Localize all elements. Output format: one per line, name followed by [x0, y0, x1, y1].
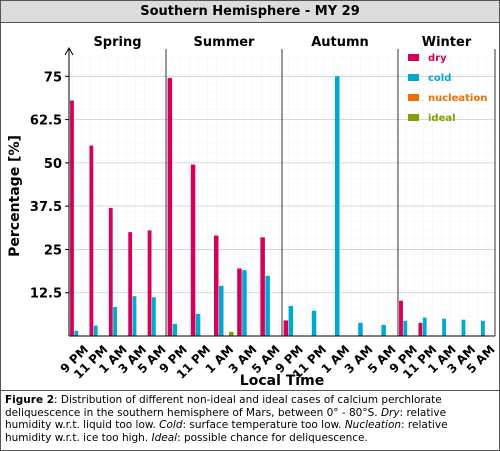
bar	[172, 323, 178, 336]
caption-label: Figure 2	[5, 394, 55, 406]
legend-swatch	[408, 54, 419, 61]
bar	[70, 100, 74, 336]
bar	[151, 297, 156, 336]
bar	[167, 78, 173, 336]
bar	[403, 320, 408, 336]
legend-label: ideal	[428, 113, 456, 124]
caption-text: : possible chance for deliquescence.	[177, 431, 368, 444]
bar	[113, 306, 117, 336]
bar	[89, 145, 94, 336]
legend-label: nucleation	[428, 93, 487, 104]
bar	[260, 237, 265, 336]
caption: Figure 2: Distribution of different non-…	[1, 390, 499, 447]
y-tick-label: 25	[44, 243, 62, 258]
bar	[237, 268, 242, 336]
chart: Percentage [%] Local Time 12.5 25 37.5 50 62…	[7, 35, 498, 389]
bar	[335, 76, 340, 336]
bar	[418, 322, 423, 336]
panel-title: Summer	[194, 35, 256, 50]
bar	[128, 232, 133, 336]
caption-text: : relative humidity w.r.t. liquid too lo…	[5, 406, 447, 432]
bar	[195, 313, 201, 336]
y-tick-label: 62.5	[30, 114, 62, 129]
bar	[480, 320, 485, 336]
caption-text: : surface temperature too low.	[182, 419, 345, 431]
caption-text: : relative humidity w.r.t. ice too high.	[5, 419, 448, 444]
caption-term: Nucleation	[344, 419, 402, 431]
bar	[219, 285, 224, 336]
x-axis-label: Local Time	[240, 373, 324, 389]
bar	[265, 275, 270, 336]
caption-term: Cold	[159, 419, 183, 431]
caption-term: Dry	[380, 406, 400, 419]
bar	[461, 319, 466, 336]
legend-label: dry	[428, 53, 447, 64]
bar	[283, 320, 289, 336]
legend-swatch	[408, 94, 419, 101]
bar	[442, 318, 446, 336]
bar	[93, 325, 98, 336]
panel-title: Autumn	[311, 35, 369, 50]
bar	[74, 330, 79, 336]
legend-swatch	[408, 74, 419, 81]
panel-title: Winter	[422, 35, 472, 50]
bar	[399, 300, 403, 336]
caption-text: : Distribution of different non-ideal an…	[5, 394, 442, 419]
chart-title: Southern Hemisphere - MY 29	[1, 1, 499, 23]
y-tick-label: 37.5	[30, 200, 62, 215]
y-axis-label: Percentage [%]	[7, 135, 23, 257]
bar	[147, 230, 152, 336]
bar	[288, 305, 294, 336]
bar	[381, 324, 386, 336]
bar	[229, 331, 234, 336]
bar	[358, 322, 363, 336]
y-tick-label: 12.5	[30, 287, 62, 302]
panel-title: Spring	[93, 35, 141, 50]
bar	[311, 310, 317, 336]
caption-term: Ideal	[151, 431, 178, 444]
bar	[242, 270, 247, 336]
bar	[190, 164, 196, 336]
y-axis-arrow	[64, 46, 74, 56]
legend-swatch	[408, 114, 419, 121]
bar	[108, 207, 113, 336]
bar	[132, 296, 137, 336]
y-tick-label: 75	[44, 70, 62, 85]
bar	[422, 317, 427, 336]
legend-label: cold	[428, 73, 451, 84]
y-tick-label: 50	[44, 157, 62, 172]
bar	[214, 235, 219, 336]
